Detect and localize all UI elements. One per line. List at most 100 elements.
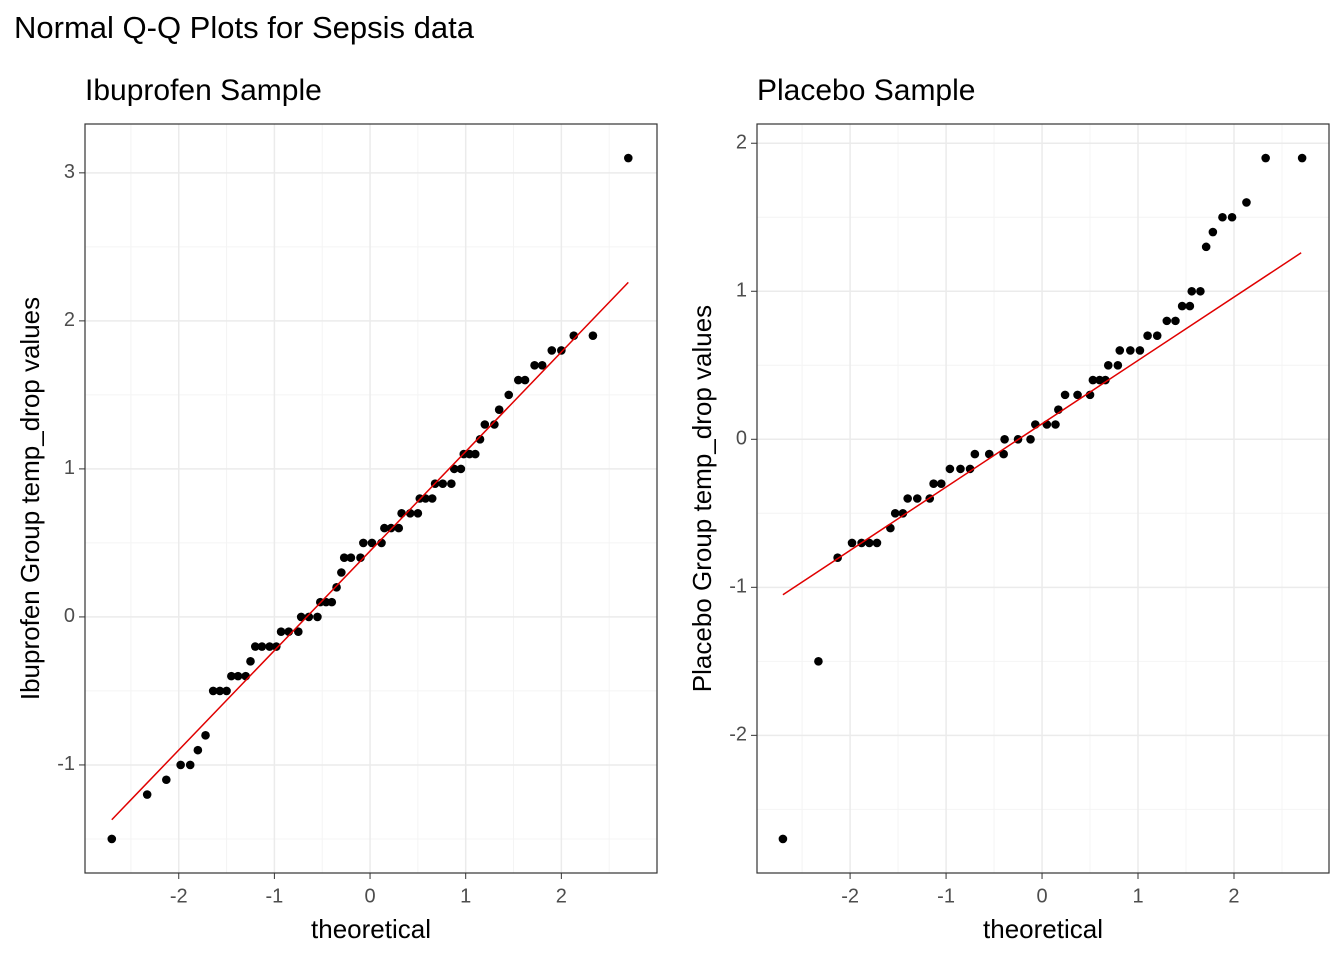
point [956, 464, 965, 474]
point [413, 509, 423, 518]
y-axis-label: Ibuprofen Group temp_drop values [15, 297, 45, 700]
point [1103, 360, 1113, 370]
y-tick-label: -1 [729, 576, 747, 598]
point [965, 464, 975, 474]
point [394, 523, 404, 533]
x-tick-label: 1 [1132, 885, 1143, 907]
point [215, 686, 225, 696]
point [1026, 434, 1035, 444]
point [999, 449, 1008, 459]
point [176, 760, 185, 770]
point [241, 671, 250, 681]
point [912, 494, 922, 503]
point [847, 538, 857, 548]
point [470, 449, 480, 459]
point [778, 834, 788, 844]
point [872, 538, 882, 548]
point [1177, 301, 1187, 311]
point [984, 449, 994, 459]
point [250, 642, 260, 651]
point [296, 612, 306, 622]
point [864, 538, 874, 548]
point [970, 449, 980, 459]
x-tick-label: 0 [1036, 885, 1047, 907]
point [1126, 346, 1135, 355]
point [397, 509, 406, 518]
point [1113, 360, 1123, 370]
point [438, 479, 448, 488]
point [1196, 286, 1205, 296]
point [1088, 375, 1098, 385]
point [233, 671, 243, 681]
point [107, 834, 117, 844]
point [265, 642, 274, 651]
panel-title: Ibuprofen Sample [85, 74, 322, 107]
point [898, 509, 908, 518]
point [890, 509, 900, 518]
point [1152, 331, 1162, 340]
point [456, 464, 466, 474]
page-title: Normal Q-Q Plots for Sepsis data [14, 10, 475, 45]
point [1162, 316, 1172, 326]
point [1218, 212, 1227, 222]
point [337, 568, 346, 577]
y-axis-label: Placebo Group temp_drop values [687, 305, 717, 692]
y-tick-label: 0 [64, 605, 75, 627]
point [1261, 153, 1270, 163]
point [537, 360, 547, 370]
point [588, 331, 598, 340]
point [814, 657, 823, 666]
point [514, 375, 523, 385]
point [504, 390, 514, 400]
point [1242, 198, 1251, 207]
point [945, 464, 955, 474]
point [339, 553, 349, 563]
point [346, 553, 356, 563]
y-tick-label: 1 [64, 457, 75, 479]
point [332, 583, 341, 592]
panel-border [756, 123, 1330, 874]
y-tick-label: 0 [736, 428, 747, 450]
point [494, 405, 504, 414]
point [1115, 346, 1125, 355]
point [1185, 301, 1195, 311]
panel-title: Placebo Sample [757, 74, 975, 107]
point [276, 627, 286, 637]
point [367, 538, 377, 548]
point [520, 375, 530, 385]
point [490, 420, 499, 429]
point [1227, 212, 1237, 222]
point [208, 686, 218, 696]
x-axis-label: theoretical [983, 914, 1103, 944]
point [1000, 434, 1009, 444]
point [246, 657, 255, 666]
x-tick-label: 1 [460, 885, 471, 907]
y-tick-label: 3 [64, 161, 75, 183]
point [1297, 153, 1307, 163]
point [1135, 346, 1145, 355]
point [222, 686, 231, 696]
point [162, 775, 171, 785]
point [624, 153, 633, 163]
point [929, 479, 938, 488]
y-tick-label: 1 [736, 280, 747, 302]
x-tick-label: -2 [170, 885, 188, 907]
y-tick-label: -2 [729, 724, 747, 746]
panel-border [84, 123, 658, 874]
point [304, 612, 314, 622]
point [547, 346, 557, 355]
point [356, 553, 365, 563]
point [201, 731, 210, 740]
point [327, 597, 337, 607]
x-axis-label: theoretical [311, 914, 431, 944]
x-tick-label: -1 [937, 885, 955, 907]
point [227, 671, 236, 681]
x-tick-label: 2 [556, 885, 567, 907]
point [1143, 331, 1152, 340]
point [1171, 316, 1180, 326]
point [1101, 375, 1110, 385]
point [294, 627, 303, 637]
point [142, 790, 152, 799]
